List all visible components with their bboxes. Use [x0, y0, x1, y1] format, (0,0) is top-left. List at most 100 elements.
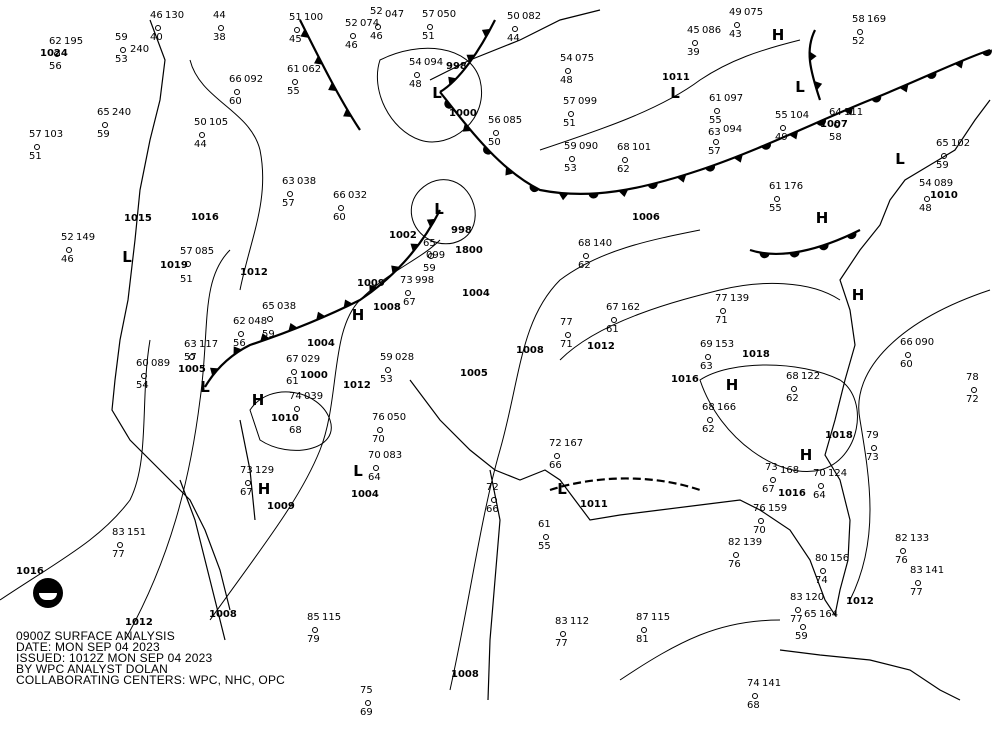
station-dewpoint: 53: [380, 374, 393, 385]
station-temperature: 83: [555, 616, 568, 627]
station-temperature: 59: [564, 141, 577, 152]
cold-front-triangle: [426, 218, 436, 228]
isobar-label: 1004: [307, 338, 335, 349]
station-dewpoint: 60: [333, 212, 346, 223]
station-circle: [405, 290, 411, 296]
station-circle: [795, 607, 801, 613]
station-pressure: 103: [44, 129, 63, 140]
station-circle: [491, 497, 497, 503]
isobar-label: 1010: [271, 413, 299, 424]
station-temperature: 59: [380, 352, 393, 363]
station-temperature: 78: [966, 372, 979, 383]
warm-front-semicircle: [647, 182, 658, 189]
cold-front-triangle: [314, 55, 323, 65]
station-pressure: 085: [195, 246, 214, 257]
station-pressure: 151: [127, 527, 146, 538]
station-pressure: 089: [151, 358, 170, 369]
station-pressure: 094: [424, 57, 443, 68]
station-circle: [791, 386, 797, 392]
station-temperature: 54: [409, 57, 422, 68]
isobar-label: 1016: [778, 488, 806, 499]
station-plot: 44 38: [213, 10, 226, 43]
station-temperature: 73: [400, 275, 413, 286]
high-pressure-center: H: [258, 480, 271, 498]
station-circle: [720, 308, 726, 314]
station-pressure: 094: [723, 124, 742, 135]
low-pressure-center: L: [434, 200, 444, 218]
station-pressure: 032: [348, 190, 367, 201]
station-circle: [905, 352, 911, 358]
high-pressure-center: H: [772, 26, 785, 44]
station-circle: [569, 156, 575, 162]
isobar-label: 1016: [16, 566, 44, 577]
station-circle: [583, 253, 589, 259]
station-pressure: 112: [570, 616, 589, 627]
station-temperature: 83: [910, 565, 923, 576]
station-circle: [971, 387, 977, 393]
station-plot: 73 168 67: [762, 462, 799, 495]
station-dewpoint: 53: [115, 54, 128, 65]
station-temperature: 70: [813, 468, 826, 479]
station-temperature: 52: [370, 6, 383, 17]
high-pressure-center: H: [252, 391, 265, 409]
warm-front-semicircle: [926, 71, 937, 79]
station-circle: [512, 26, 518, 32]
isobar-label: 1016: [191, 212, 219, 223]
station-pressure: 086: [702, 25, 721, 36]
station-circle: [554, 453, 560, 459]
station-circle: [941, 153, 947, 159]
station-pressure: 164: [819, 609, 838, 620]
station-circle: [312, 627, 318, 633]
station-temperature: 57: [29, 129, 42, 140]
station-circle: [543, 534, 549, 540]
station-dewpoint: 59: [936, 160, 949, 171]
warm-front-semicircle: [789, 251, 800, 258]
cold-front-triangle: [316, 311, 326, 321]
station-circle: [857, 29, 863, 35]
station-dewpoint: 61: [606, 324, 619, 335]
station-pressure: 074: [360, 18, 379, 29]
warm-front-semicircle: [759, 252, 770, 259]
isobar-label: 1005: [178, 364, 206, 375]
station-temperature: 73: [765, 462, 778, 473]
warm-front-semicircle: [982, 49, 992, 56]
station-temperature: 61: [287, 64, 300, 75]
station-pressure: 062: [302, 64, 321, 75]
station-circle: [377, 427, 383, 433]
station-temperature: 67: [606, 302, 619, 313]
station-pressure: 168: [780, 465, 799, 476]
station-circle: [774, 196, 780, 202]
cold-front-triangle: [954, 60, 964, 69]
station-dewpoint: 55: [769, 203, 782, 214]
station-dewpoint: 59: [97, 129, 110, 140]
isobar-label: 1012: [240, 267, 268, 278]
cold-front-triangle: [391, 265, 400, 274]
station-dewpoint: 77: [112, 549, 125, 560]
station-temperature: 79: [866, 430, 879, 441]
station-dewpoint: 71: [560, 339, 573, 350]
station-dewpoint: 39: [687, 47, 700, 58]
isobar-label: 1002: [389, 230, 417, 241]
isobar-label: 1008: [516, 345, 544, 356]
station-pressure: 149: [76, 232, 95, 243]
station-temperature: 72: [486, 482, 499, 493]
station-circle: [155, 25, 161, 31]
